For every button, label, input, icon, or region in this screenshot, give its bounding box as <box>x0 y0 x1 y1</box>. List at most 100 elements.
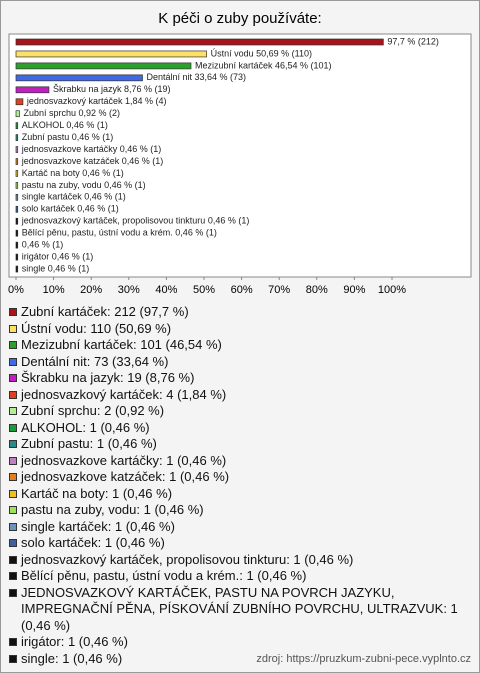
bar-label: single 0,46 % (1) <box>22 263 90 273</box>
legend-swatch <box>9 473 17 481</box>
legend-item: Zubní pastu: 1 (0,46 %) <box>9 436 471 453</box>
x-tick-label: 90% <box>343 284 365 296</box>
legend-item: Bělící pěnu, pastu, ústní vodu a krém.: … <box>9 568 471 585</box>
legend-label: jednosvazkový kartáček: 4 (1,84 %) <box>21 386 227 402</box>
bar <box>15 62 192 70</box>
legend-item: solo kartáček: 1 (0,46 %) <box>9 535 471 552</box>
x-tick-label: 70% <box>268 284 290 296</box>
legend-swatch <box>9 572 17 580</box>
legend-swatch <box>9 539 17 547</box>
legend-swatch <box>9 555 17 564</box>
bar-label: jednosvazkove katzáček 0,46 % (1) <box>21 156 164 166</box>
legend-item: Dentální nit: 73 (33,64 %) <box>9 354 471 371</box>
x-tick-label: 30% <box>118 284 140 296</box>
legend-swatch <box>9 390 17 399</box>
legend-swatch <box>9 489 17 498</box>
legend-label: irigátor: 1 (0,46 %) <box>21 634 128 649</box>
bar <box>15 182 19 189</box>
legend-swatch <box>9 341 17 349</box>
legend-label: Dentální nit: 73 (33,64 %) <box>21 353 169 369</box>
legend-swatch <box>9 588 17 597</box>
legend-label: Zubní sprchu: 2 (0,92 %) <box>21 403 165 418</box>
bar <box>15 205 19 213</box>
bar-label: Zubní sprchu 0,92 % (2) <box>23 108 120 118</box>
bar-label: solo kartáček 0,46 % (1) <box>22 204 119 214</box>
bar-label: Zubní pastu 0,46 % (1) <box>22 132 114 142</box>
bar-label: Mezizubní kartáček 46,54 % (101) <box>195 60 332 70</box>
legend-swatch <box>9 324 17 333</box>
legend-label: solo kartáček: 1 (0,46 %) <box>21 535 165 550</box>
legend-swatch <box>9 654 17 663</box>
legend-label: Ústní vodu: 110 (50,69 %) <box>21 320 172 336</box>
bar <box>15 158 19 165</box>
bar <box>15 217 19 225</box>
legend-item: Zubní sprchu: 2 (0,92 %) <box>9 403 471 420</box>
legend-label: JEDNOSVAZKOVÝ KARTÁČEK, PASTU NA POVRCH … <box>21 584 458 633</box>
bar <box>15 98 24 106</box>
bar <box>15 74 143 82</box>
bar-label: Škrabku na jazyk 8,76 % (19) <box>53 84 171 94</box>
legend-item: Mezizubní kartáček: 101 (46,54 %) <box>9 337 471 354</box>
legend-label: Bělící pěnu, pastu, ústní vodu a krém.: … <box>21 568 307 583</box>
legend-label: Škrabku na jazyk: 19 (8,76 %) <box>21 370 195 385</box>
legend-swatch <box>9 407 17 415</box>
legend-item: Kartáč na boty: 1 (0,46 %) <box>9 486 471 503</box>
bar <box>15 38 384 46</box>
legend-label: pastu na zuby, vodu: 1 (0,46 %) <box>21 502 204 517</box>
x-tick-label: 20% <box>80 284 102 296</box>
bar-label: ALKOHOL 0,46 % (1) <box>22 120 108 130</box>
legend-label: jednosvazkový kartáček, propolisovou tin… <box>21 551 354 567</box>
legend-item: single: 1 (0,46 %) <box>9 651 471 668</box>
legend-swatch <box>9 440 17 448</box>
legend-swatch <box>9 522 17 531</box>
bar <box>15 86 50 94</box>
bar <box>15 265 19 273</box>
bar <box>15 170 19 177</box>
x-tick-label: 10% <box>43 284 65 296</box>
legend-item: single kartáček: 1 (0,46 %) <box>9 519 471 536</box>
legend-item: jednosvazkový kartáček, propolisovou tin… <box>9 552 471 569</box>
legend-label: single: 1 (0,46 %) <box>21 650 123 666</box>
bar-label: pastu na zuby, vodu 0,46 % (1) <box>22 180 146 190</box>
legend-item: irigátor: 1 (0,46 %) <box>9 634 471 651</box>
bar <box>15 194 19 201</box>
legend-swatch <box>9 423 17 432</box>
legend-swatch <box>9 506 17 514</box>
bar <box>15 134 19 141</box>
bar <box>15 146 19 153</box>
bar-label: irigátor 0,46 % (1) <box>22 251 94 261</box>
x-tick-label: 0% <box>8 284 24 296</box>
legend-swatch <box>9 357 17 366</box>
bar-label: 97,7 % (212) <box>387 36 439 46</box>
legend-swatch <box>9 638 17 646</box>
bar-label: 0,46 % (1) <box>22 240 64 250</box>
source: zdroj: https://pruzkum-zubni-pece.vyplnt… <box>256 653 471 665</box>
bar-label: Dentální nit 33,64 % (73) <box>146 72 246 82</box>
bar <box>15 241 19 249</box>
legend-label: single kartáček: 1 (0,46 %) <box>21 518 175 534</box>
bar-label: Ústní vodu 50,69 % (110) <box>211 48 312 58</box>
x-tick-label: 80% <box>306 284 328 296</box>
bar-label: Bělící pěnu, pastu, ústní vodu a krém. 0… <box>22 228 217 238</box>
bar-label: Kartáč na boty 0,46 % (1) <box>22 168 124 178</box>
bar <box>15 229 19 237</box>
bar <box>15 253 19 261</box>
legend-label: ALKOHOL: 1 (0,46 %) <box>21 419 150 435</box>
legend-label: jednosvazkove katzáček: 1 (0,46 %) <box>21 469 230 484</box>
bar-label: jednosvazkový kartáček 1,84 % (4) <box>26 96 167 106</box>
legend-label: Mezizubní kartáček: 101 (46,54 %) <box>21 337 222 352</box>
bar-label: jednosvazkove kartáčky 0,46 % (1) <box>21 144 162 154</box>
legend-item: Škrabku na jazyk: 19 (8,76 %) <box>9 370 471 387</box>
legend-swatch <box>9 456 17 465</box>
plot: K péči o zuby používáte: 0% 10% 20% 30% 40% 5… <box>8 10 472 296</box>
legend-item: pastu na zuby, vodu: 1 (0,46 %) <box>9 502 471 519</box>
legend-item: JEDNOSVAZKOVÝ KARTÁČEK, PASTU NA POVRCH … <box>9 585 471 635</box>
legend-item: jednosvazkove katzáček: 1 (0,46 %) <box>9 469 471 486</box>
legend-label: Zubní pastu: 1 (0,46 %) <box>21 436 157 451</box>
bar <box>15 122 19 130</box>
x-tick-label: 100% <box>378 284 406 296</box>
chart-title: K péči o zuby používáte: <box>158 10 321 27</box>
legend-swatch <box>9 374 17 382</box>
legend-item: Ústní vodu: 110 (50,69 %) <box>9 321 471 338</box>
x-tick-label: 40% <box>155 284 177 296</box>
